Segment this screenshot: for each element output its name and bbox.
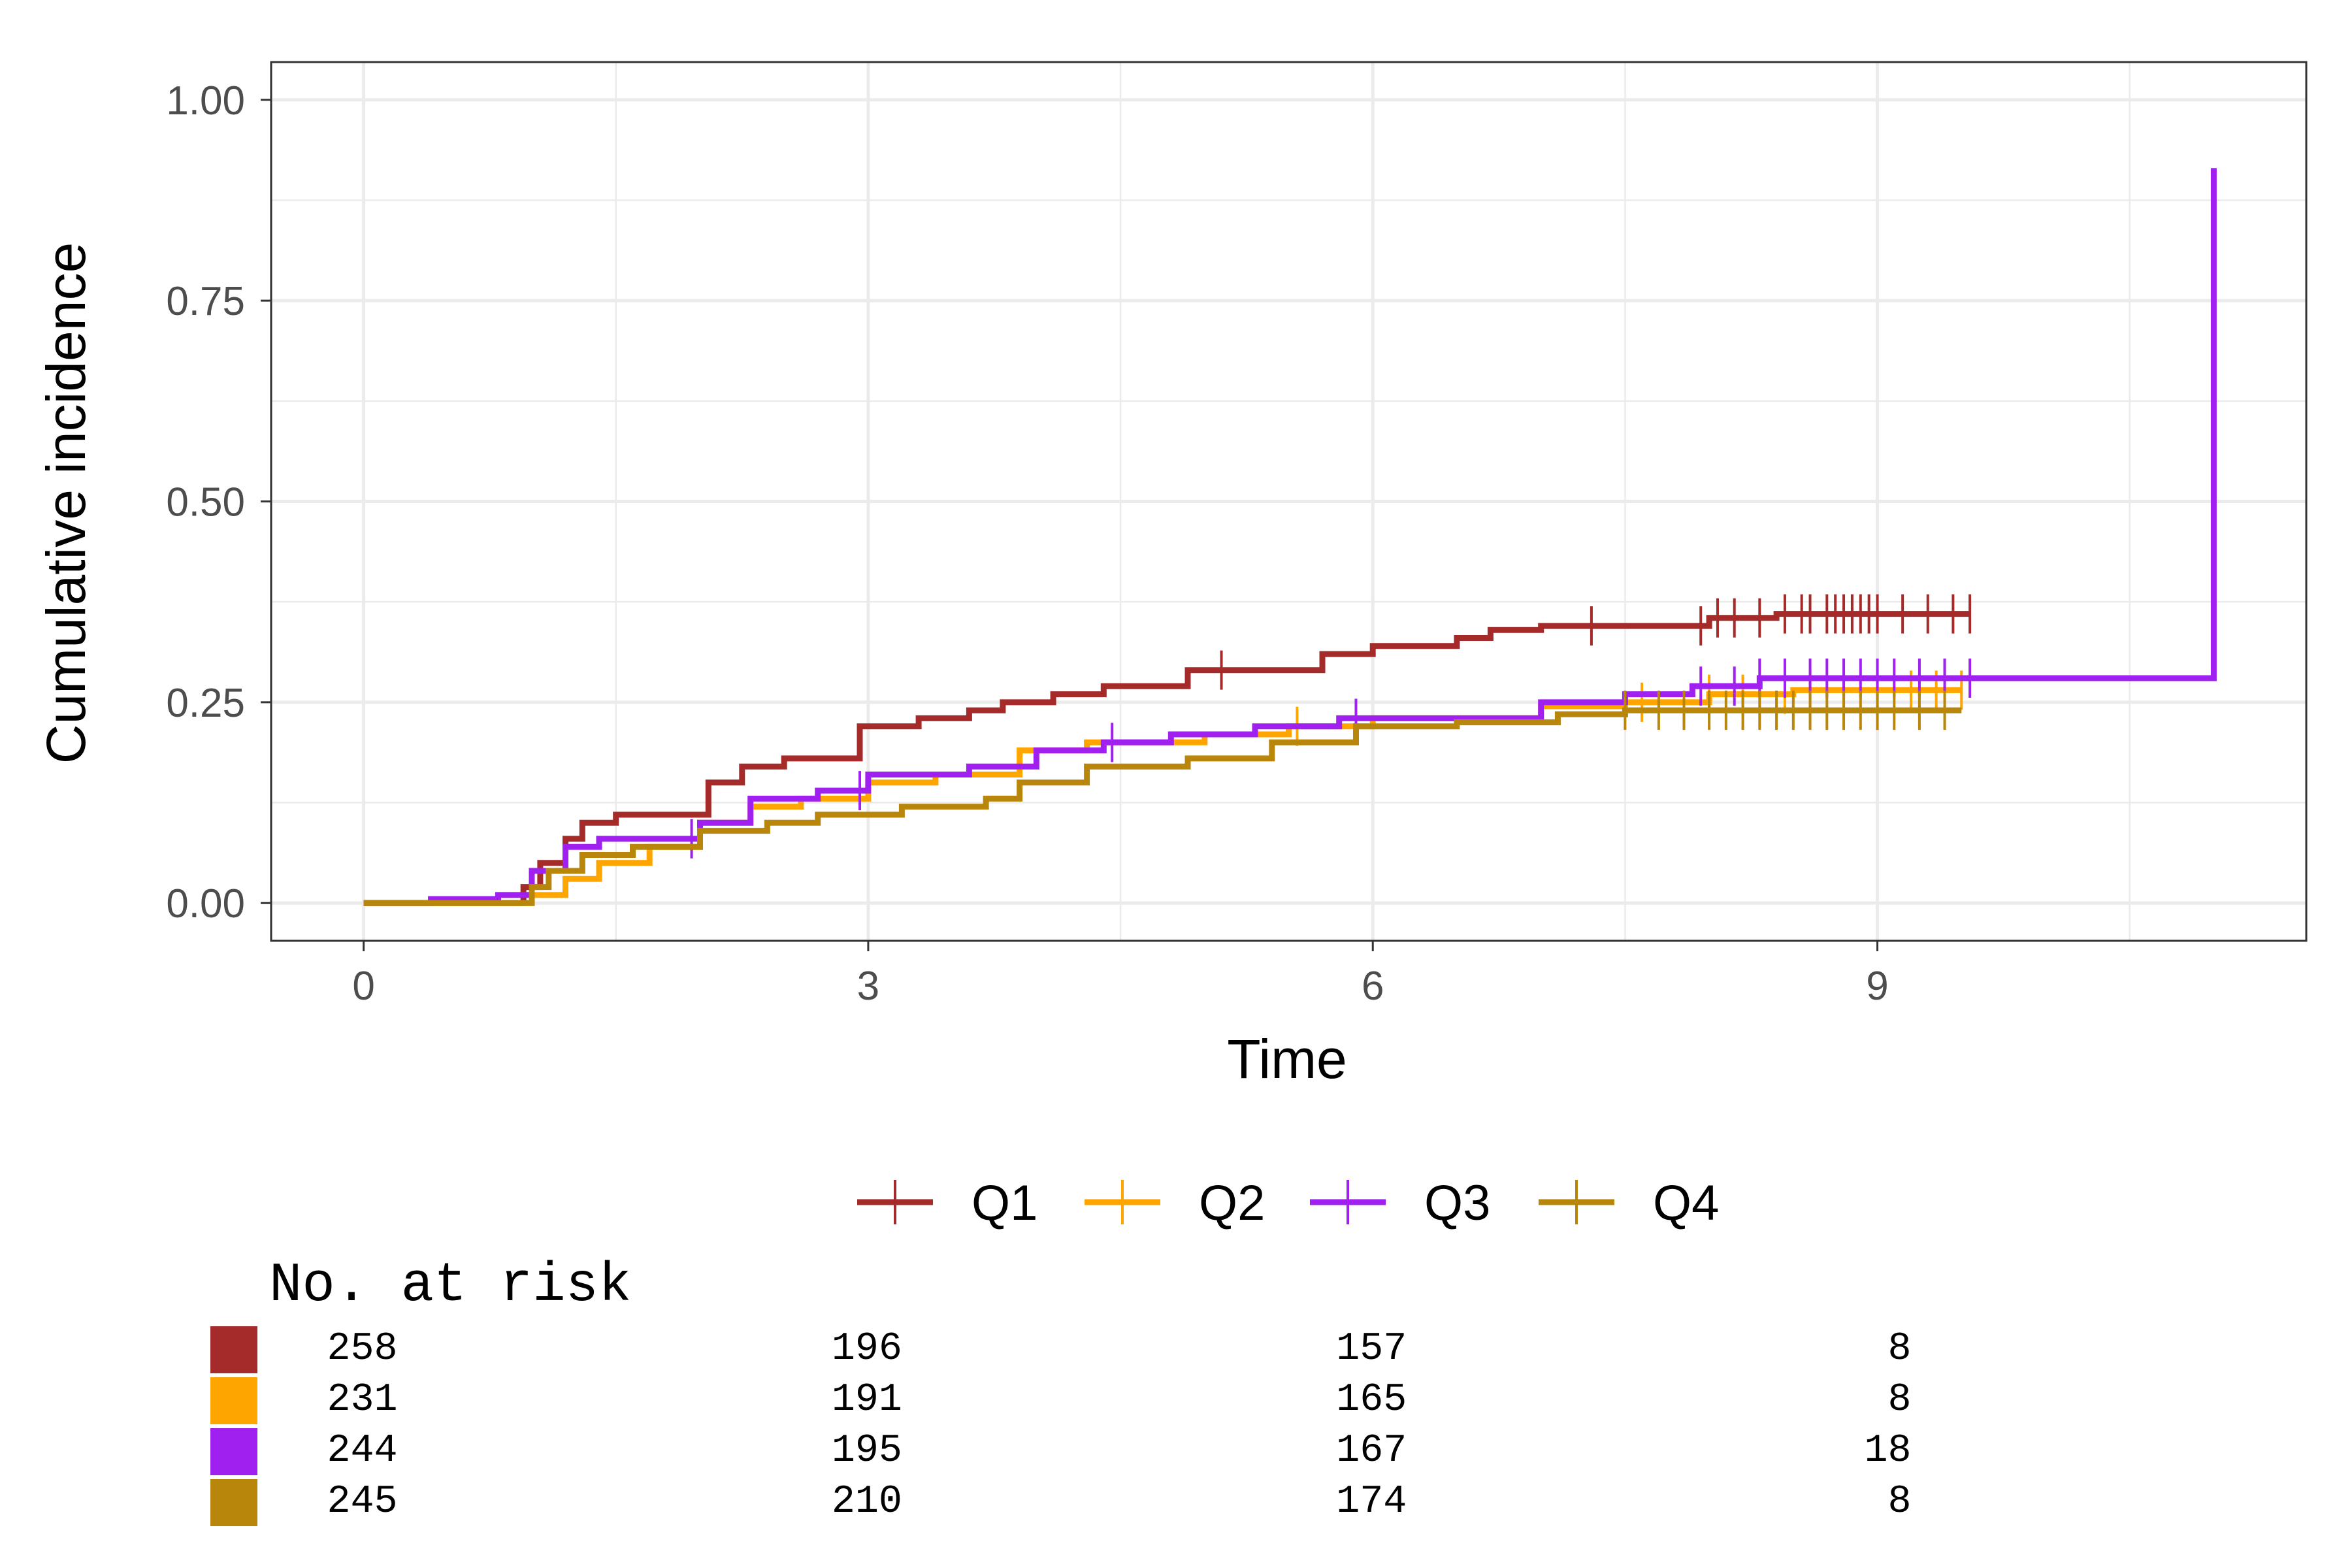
y-tick-label: 0.50 [166,480,245,525]
risk-count: 245 [327,1480,398,1524]
risk-row-Q4: 245 210 174 8 [210,1479,1912,1526]
x-tick-label: 3 [857,964,879,1009]
y-tick-label: 0.00 [166,881,245,926]
risk-count: 196 [832,1327,902,1371]
risk-row-swatch [210,1428,257,1475]
series-line [363,168,2217,906]
legend-label: Q3 [1424,1175,1490,1231]
risk-count: 157 [1336,1327,1407,1371]
legend-label: Q2 [1199,1175,1265,1231]
legend-label: Q1 [972,1175,1037,1231]
series-line [363,687,1962,906]
y-tick-label: 1.00 [166,78,245,123]
legend-item-Q4: Q4 [1539,1175,1719,1231]
risk-count: 231 [327,1378,398,1422]
risk-row-Q2: 231 191 165 8 [210,1377,1912,1424]
risk-count: 210 [832,1480,902,1524]
x-tick-label: 6 [1362,964,1384,1009]
y-tick-label: 0.75 [166,279,245,324]
risk-row-swatch [210,1377,257,1424]
series-line [363,707,1962,906]
risk-count: 174 [1336,1480,1407,1524]
risk-count: 18 [1865,1429,1912,1473]
y-axis-title: Cumulative incidence [35,242,97,764]
series-Q2 [363,670,1963,906]
risk-count: 191 [832,1378,902,1422]
legend-item-Q3: Q3 [1310,1175,1490,1231]
risk-count: 167 [1336,1429,1407,1473]
grid-lines [271,62,2306,941]
risk-count: 244 [327,1429,398,1473]
risk-count: 8 [1888,1378,1912,1422]
risk-count: 258 [327,1327,398,1371]
series-line [363,611,1970,906]
x-tick-label: 9 [1866,964,1888,1009]
risk-row-swatch [210,1479,257,1526]
legend-item-Q1: Q1 [857,1175,1037,1231]
risk-row-swatch [210,1326,257,1373]
series-lines [363,168,2217,906]
series-Q1 [363,594,1972,906]
risk-row-Q1: 258 196 157 8 [210,1326,1912,1373]
risk-count: 8 [1888,1327,1912,1371]
risk-count: 195 [832,1429,902,1473]
series-Q3 [363,168,2217,906]
series-Q4 [363,691,1962,906]
legend-label: Q4 [1653,1175,1719,1231]
axes: 0 3 6 9 0.00 0.25 0.50 0.75 1.00 [166,78,1888,1009]
risk-count: 8 [1888,1480,1912,1524]
risk-table: 258 196 157 8 231 191 165 8 244 195 167 18 245 210 174… [210,1326,1912,1526]
y-tick-label: 0.25 [166,681,245,726]
x-axis-title: Time [1227,1028,1347,1090]
legend: Q1 Q2 Q3 Q4 [857,1175,1719,1231]
legend-item-Q2: Q2 [1085,1175,1265,1231]
x-tick-label: 0 [352,964,374,1009]
risk-row-Q3: 244 195 167 18 [210,1428,1912,1475]
risk-table-title: No. at risk [269,1255,632,1317]
risk-count: 165 [1336,1378,1407,1422]
